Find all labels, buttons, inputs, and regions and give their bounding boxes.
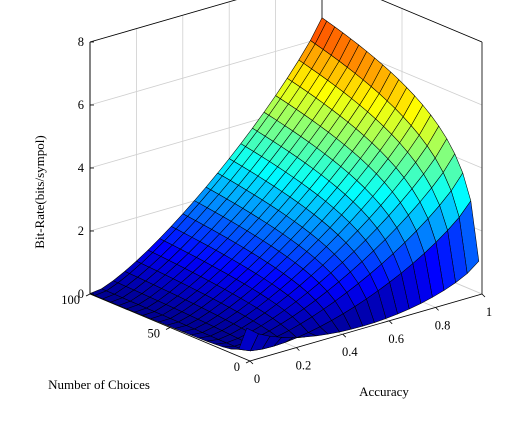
x-tick-mark-2 [342, 333, 347, 338]
grid-line-z-4 [89, 0, 483, 43]
z-tick-label-4: 8 [78, 35, 84, 49]
x-tick-mark-4 [435, 307, 439, 311]
x-tick-mark-0 [249, 360, 254, 365]
surface-layer [89, 17, 480, 352]
y-tick-label-0: 0 [234, 360, 240, 374]
x-tick-mark-3 [388, 320, 393, 325]
x-axis-label: Accuracy [359, 384, 409, 399]
surface-patch-0-0 [238, 327, 259, 352]
z-tick-label-0: 0 [78, 287, 84, 301]
y-axis-label: Number of Choices [48, 377, 150, 392]
z-axis-label: Bit-Rate(bits/sympol) [32, 135, 47, 248]
z-tick-label-1: 2 [78, 224, 84, 238]
y-tick-mark-1 [165, 327, 171, 330]
x-tick-label-2: 0.4 [342, 345, 358, 359]
y-tick-mark-2 [85, 293, 91, 297]
box-edge-2 [380, 0, 483, 43]
x-tick-label-0: 0 [254, 372, 260, 386]
x-tick-label-5: 1 [486, 305, 492, 319]
z-tick-label-3: 6 [78, 98, 84, 112]
x-axis-line [249, 293, 483, 362]
x-tick-mark-5 [481, 293, 486, 298]
z-tick-label-2: 4 [78, 161, 85, 175]
label-layer: Bit-Rate(bits/sympol) Number of Choices … [32, 135, 409, 399]
x-tick-mark-1 [296, 347, 300, 351]
x-tick-label-4: 0.8 [435, 318, 451, 332]
y-tick-label-1: 50 [148, 327, 161, 341]
x-tick-label-1: 0.2 [296, 359, 312, 373]
x-tick-label-3: 0.6 [388, 332, 404, 346]
y-tick-label-2: 100 [61, 293, 80, 307]
box-edge-1 [89, 0, 237, 43]
y-tick-mark-0 [245, 360, 251, 364]
